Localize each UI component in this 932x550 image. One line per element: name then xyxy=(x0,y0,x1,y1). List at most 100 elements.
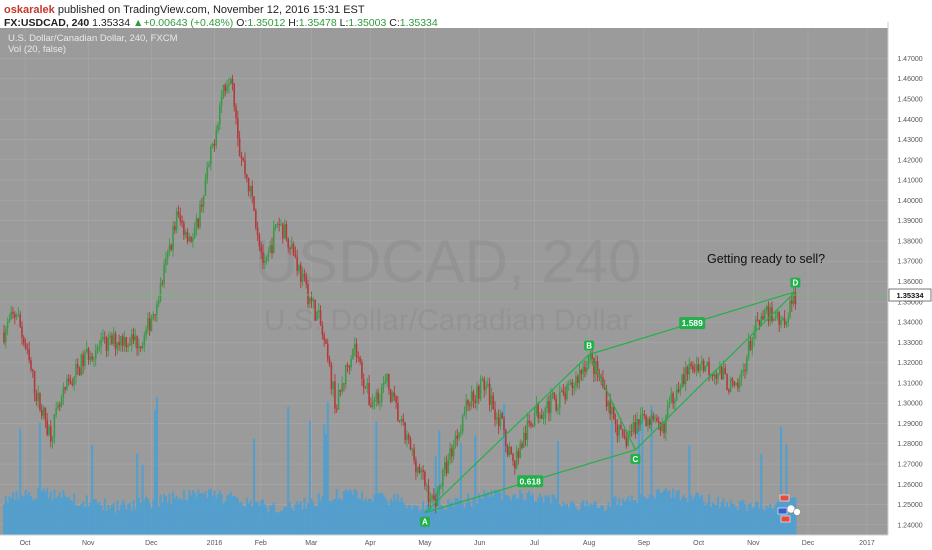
candle-body xyxy=(391,392,394,402)
candle-body xyxy=(422,470,424,473)
volume-bar xyxy=(62,490,65,535)
pattern-point-label: D xyxy=(792,279,798,288)
volume-bar xyxy=(344,489,347,535)
candle-body xyxy=(713,374,716,377)
volume-bar xyxy=(418,510,421,535)
volume-bar xyxy=(666,491,669,535)
y-tick-label: 1.36000 xyxy=(897,279,922,286)
volume-bar xyxy=(623,501,626,535)
candle-body xyxy=(382,383,385,388)
volume-bar xyxy=(272,502,275,535)
candle-body xyxy=(605,389,608,407)
events-badge-icon-2[interactable] xyxy=(793,508,801,516)
candle-body xyxy=(639,414,642,425)
us-flag-icon[interactable] xyxy=(777,507,788,515)
candle-body xyxy=(607,401,610,407)
volume-bar xyxy=(353,489,356,535)
candle-body xyxy=(211,144,214,147)
candle-body xyxy=(474,400,477,403)
time-axis[interactable]: Oct Nov Dec 2016 Feb Mar Apr May Jun Jul Aug Sep Oct… xyxy=(0,534,932,550)
volume-bar xyxy=(531,493,534,535)
candle-body xyxy=(240,155,243,159)
volume-bar xyxy=(735,506,738,535)
candle-body xyxy=(138,346,140,349)
candle-body xyxy=(488,383,491,405)
volume-bar xyxy=(359,499,362,535)
price-axis[interactable]: 1.47000 1.46000 1.45000 1.44000 1.43000 1.420… xyxy=(887,22,932,535)
volume-bar xyxy=(607,502,610,535)
close-label: C: xyxy=(389,17,400,29)
candle-body xyxy=(328,359,331,365)
candle-body xyxy=(591,352,593,359)
candle-body xyxy=(503,418,505,431)
volume-bar xyxy=(429,504,432,535)
candle-body xyxy=(359,357,361,363)
y-tick-label: 1.24000 xyxy=(897,522,922,529)
volume-bar xyxy=(323,424,326,535)
candle-body xyxy=(296,257,298,271)
volume-bar xyxy=(154,409,157,535)
canada-flag-icon-2[interactable] xyxy=(780,515,791,523)
volume-bar xyxy=(686,502,689,535)
volume-bar xyxy=(472,498,475,535)
volume-bar xyxy=(389,498,392,535)
candle-body xyxy=(10,312,12,320)
x-tick-label: Jul xyxy=(530,540,539,547)
candle-body xyxy=(548,401,550,414)
volume-bar xyxy=(114,512,117,535)
volume-bar xyxy=(587,506,590,535)
volume-bar xyxy=(612,497,615,535)
volume-bar xyxy=(492,496,495,535)
volume-bar xyxy=(729,500,732,535)
candle-body xyxy=(377,392,379,403)
volume-bar xyxy=(573,503,576,535)
candle-body xyxy=(490,395,493,405)
volume-bar xyxy=(227,494,230,535)
volume-bar xyxy=(4,495,7,535)
candle-body xyxy=(756,319,759,321)
y-tick-label: 1.27000 xyxy=(897,462,922,469)
volume-bar xyxy=(240,501,243,535)
harmonic-pattern[interactable]: A B C D 0.618 1.589 xyxy=(419,277,801,527)
candle-body xyxy=(587,356,590,368)
flag-icons[interactable] xyxy=(777,494,801,523)
volume-bar xyxy=(235,497,238,535)
volume-bar xyxy=(449,503,452,535)
volume-bar xyxy=(663,490,666,535)
candle-body xyxy=(584,366,586,372)
candle-body xyxy=(508,446,511,456)
candle-body xyxy=(350,358,352,368)
volume-bar xyxy=(164,495,167,535)
candle-body xyxy=(620,424,622,430)
candle-body xyxy=(281,224,284,239)
candle-body xyxy=(753,331,755,339)
candle-body xyxy=(514,461,516,469)
candle-body xyxy=(742,370,745,372)
volume-bar xyxy=(204,491,207,535)
volume-bar xyxy=(670,498,673,535)
volume-bar xyxy=(551,494,554,535)
candle-body xyxy=(344,365,347,385)
volume-bar xyxy=(672,488,675,535)
last-price-tag-label: 1.35334 xyxy=(896,291,924,300)
volume-bar xyxy=(562,501,565,535)
volume-bar xyxy=(756,502,759,535)
volume-bar xyxy=(220,494,223,535)
author-name[interactable]: oskaralek xyxy=(4,4,55,16)
volume-bar xyxy=(139,503,142,535)
candle-body xyxy=(566,384,568,400)
candle-body xyxy=(454,435,457,447)
candle-body xyxy=(575,376,577,387)
canada-flag-icon[interactable] xyxy=(779,494,790,502)
candle-body xyxy=(576,376,579,383)
volume-bar xyxy=(409,505,412,535)
candle-body xyxy=(505,430,507,446)
candle-body xyxy=(657,420,660,423)
candle-body xyxy=(593,358,595,375)
candle-body xyxy=(487,383,489,386)
candle-body xyxy=(62,387,65,398)
candle-body xyxy=(476,386,478,403)
volume-bar xyxy=(547,495,551,535)
volume-bar xyxy=(150,507,153,535)
